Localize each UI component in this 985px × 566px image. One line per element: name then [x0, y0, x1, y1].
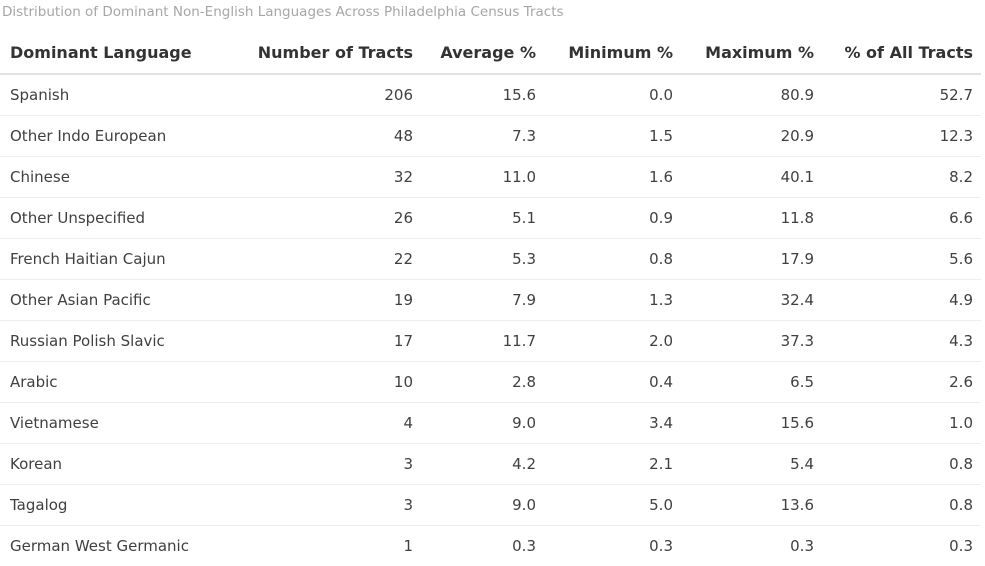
- cell-maximum-pct: 6.5: [681, 362, 822, 403]
- cell-minimum-pct: 2.1: [544, 444, 681, 485]
- cell-pct-of-all-tracts: 1.0: [822, 403, 981, 444]
- column-header-average-pct: Average %: [421, 32, 544, 74]
- cell-average-pct: 4.2: [421, 444, 544, 485]
- cell-dominant-language: Korean: [0, 444, 238, 485]
- column-header-minimum-pct: Minimum %: [544, 32, 681, 74]
- cell-pct-of-all-tracts: 52.7: [822, 74, 981, 116]
- cell-number-of-tracts: 26: [238, 198, 421, 239]
- cell-average-pct: 0.3: [421, 526, 544, 566]
- cell-minimum-pct: 2.0: [544, 321, 681, 362]
- cell-dominant-language: French Haitian Cajun: [0, 239, 238, 280]
- column-header-number-of-tracts: Number of Tracts: [238, 32, 421, 74]
- cell-minimum-pct: 0.8: [544, 239, 681, 280]
- cell-dominant-language: Other Asian Pacific: [0, 280, 238, 321]
- cell-pct-of-all-tracts: 0.3: [822, 526, 981, 566]
- cell-number-of-tracts: 3: [238, 444, 421, 485]
- cell-number-of-tracts: 10: [238, 362, 421, 403]
- cell-minimum-pct: 3.4: [544, 403, 681, 444]
- cell-minimum-pct: 0.4: [544, 362, 681, 403]
- cell-maximum-pct: 0.3: [681, 526, 822, 566]
- cell-dominant-language: Chinese: [0, 157, 238, 198]
- cell-dominant-language: Tagalog: [0, 485, 238, 526]
- cell-dominant-language: Spanish: [0, 74, 238, 116]
- cell-maximum-pct: 37.3: [681, 321, 822, 362]
- cell-average-pct: 9.0: [421, 485, 544, 526]
- cell-number-of-tracts: 22: [238, 239, 421, 280]
- cell-maximum-pct: 17.9: [681, 239, 822, 280]
- cell-minimum-pct: 0.3: [544, 526, 681, 566]
- cell-maximum-pct: 32.4: [681, 280, 822, 321]
- cell-average-pct: 2.8: [421, 362, 544, 403]
- cell-pct-of-all-tracts: 2.6: [822, 362, 981, 403]
- cell-number-of-tracts: 4: [238, 403, 421, 444]
- cell-dominant-language: German West Germanic: [0, 526, 238, 566]
- cell-minimum-pct: 1.6: [544, 157, 681, 198]
- cell-maximum-pct: 5.4: [681, 444, 822, 485]
- cell-maximum-pct: 11.8: [681, 198, 822, 239]
- cell-average-pct: 15.6: [421, 74, 544, 116]
- cell-pct-of-all-tracts: 0.8: [822, 444, 981, 485]
- cell-pct-of-all-tracts: 4.3: [822, 321, 981, 362]
- cell-average-pct: 5.3: [421, 239, 544, 280]
- cell-pct-of-all-tracts: 5.6: [822, 239, 981, 280]
- cell-number-of-tracts: 206: [238, 74, 421, 116]
- cell-average-pct: 11.0: [421, 157, 544, 198]
- cell-maximum-pct: 20.9: [681, 116, 822, 157]
- cell-dominant-language: Other Unspecified: [0, 198, 238, 239]
- cell-maximum-pct: 15.6: [681, 403, 822, 444]
- cell-number-of-tracts: 48: [238, 116, 421, 157]
- cell-maximum-pct: 40.1: [681, 157, 822, 198]
- cell-average-pct: 9.0: [421, 403, 544, 444]
- cell-pct-of-all-tracts: 12.3: [822, 116, 981, 157]
- cell-average-pct: 11.7: [421, 321, 544, 362]
- cell-maximum-pct: 13.6: [681, 485, 822, 526]
- cell-dominant-language: Vietnamese: [0, 403, 238, 444]
- column-header-maximum-pct: Maximum %: [681, 32, 822, 74]
- cell-average-pct: 7.9: [421, 280, 544, 321]
- cell-minimum-pct: 0.9: [544, 198, 681, 239]
- cell-minimum-pct: 1.5: [544, 116, 681, 157]
- cell-dominant-language: Russian Polish Slavic: [0, 321, 238, 362]
- cell-pct-of-all-tracts: 4.9: [822, 280, 981, 321]
- cell-average-pct: 7.3: [421, 116, 544, 157]
- cell-pct-of-all-tracts: 0.8: [822, 485, 981, 526]
- column-header-pct-of-all-tracts: % of All Tracts: [822, 32, 981, 74]
- cell-number-of-tracts: 3: [238, 485, 421, 526]
- cell-minimum-pct: 1.3: [544, 280, 681, 321]
- table-caption: Distribution of Dominant Non-English Lan…: [2, 4, 564, 20]
- cell-number-of-tracts: 1: [238, 526, 421, 566]
- cell-minimum-pct: 0.0: [544, 74, 681, 116]
- cell-pct-of-all-tracts: 6.6: [822, 198, 981, 239]
- cell-dominant-language: Other Indo European: [0, 116, 238, 157]
- cell-number-of-tracts: 17: [238, 321, 421, 362]
- column-header-dominant-language: Dominant Language: [0, 32, 238, 74]
- cell-number-of-tracts: 19: [238, 280, 421, 321]
- cell-minimum-pct: 5.0: [544, 485, 681, 526]
- cell-average-pct: 5.1: [421, 198, 544, 239]
- cell-dominant-language: Arabic: [0, 362, 238, 403]
- cell-number-of-tracts: 32: [238, 157, 421, 198]
- cell-pct-of-all-tracts: 8.2: [822, 157, 981, 198]
- cell-maximum-pct: 80.9: [681, 74, 822, 116]
